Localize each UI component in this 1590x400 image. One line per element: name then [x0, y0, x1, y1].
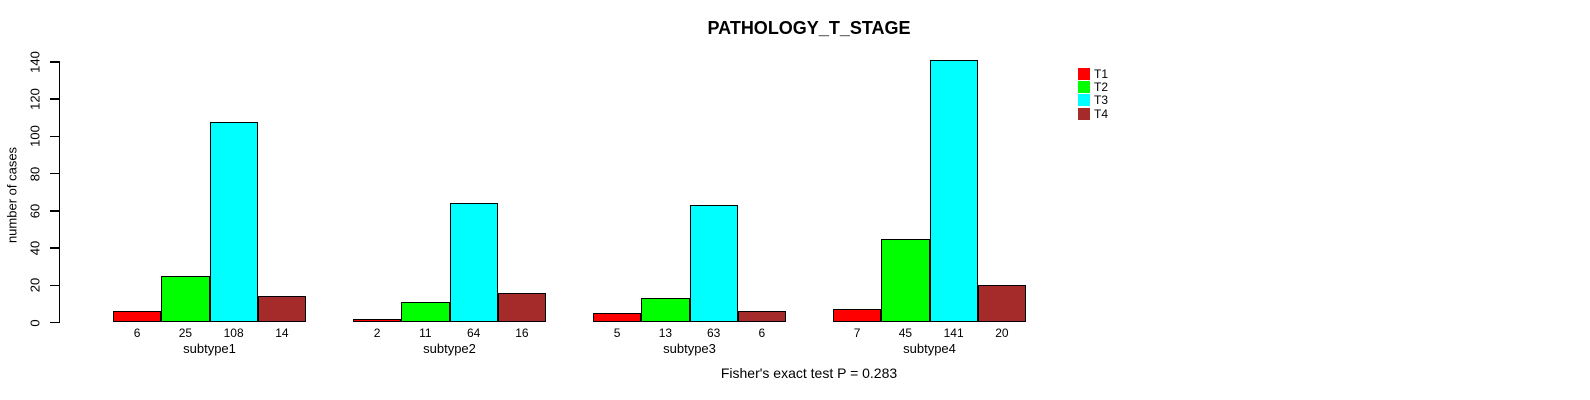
- y-tick: [50, 210, 60, 212]
- legend-item-T4: T4: [1078, 107, 1108, 120]
- bar-value-label: 141: [943, 326, 964, 340]
- bar-value-label: 14: [275, 326, 289, 340]
- bar-subtype2-T2: [401, 302, 450, 323]
- bar-subtype3-T2: [641, 298, 690, 323]
- bar-value-label: 63: [706, 326, 721, 340]
- bar-value-label: 20: [995, 326, 1009, 340]
- bar-subtype1-T4: [257, 296, 306, 323]
- legend-swatch: [1078, 80, 1090, 93]
- y-tick-label: 100: [27, 125, 43, 148]
- bar-value-label: 45: [898, 326, 913, 340]
- bar-subtype1-T1: [113, 311, 162, 323]
- x-category-label: subtype4: [903, 341, 956, 356]
- y-tick-label: 120: [27, 88, 43, 111]
- bar-subtype3-T4: [737, 311, 786, 323]
- legend-swatch: [1078, 67, 1090, 80]
- bar-subtype2-T4: [497, 292, 546, 323]
- legend-swatch: [1078, 107, 1090, 120]
- legend-label: T2: [1094, 79, 1109, 94]
- bar-subtype3-T3: [689, 205, 738, 323]
- legend-item-T3: T3: [1078, 94, 1108, 107]
- chart-title: PATHOLOGY_T_STAGE: [707, 18, 911, 38]
- y-tick-label: 20: [27, 278, 43, 293]
- y-tick-label: 0: [27, 318, 43, 327]
- bar-subtype4-T1: [833, 309, 882, 323]
- bar-value-label: 11: [419, 326, 432, 340]
- bar-value-label: 25: [178, 326, 193, 340]
- footer-annotation: Fisher's exact test P = 0.283: [720, 365, 898, 381]
- bar-value-label: 2: [373, 326, 381, 340]
- legend-label: T4: [1094, 106, 1109, 121]
- legend-label: T1: [1094, 66, 1109, 81]
- y-tick-label: 40: [27, 240, 43, 256]
- bar-value-label: 108: [223, 326, 244, 340]
- y-axis-label: number of cases: [4, 146, 20, 244]
- legend-swatch: [1078, 94, 1090, 107]
- y-tick-label: 80: [27, 166, 43, 181]
- legend-item-T1: T1: [1078, 67, 1108, 80]
- legend-item-T2: T2: [1078, 80, 1108, 93]
- y-tick-label: 60: [27, 203, 43, 219]
- bar-subtype2-T3: [449, 203, 498, 323]
- bar-subtype2-T1: [353, 318, 402, 323]
- bar-subtype4-T2: [881, 238, 930, 323]
- bar-value-label: 6: [133, 326, 141, 340]
- legend: T1 T2 T3 T4: [1078, 67, 1108, 120]
- bar-value-label: 7: [853, 326, 861, 340]
- bar-subtype1-T2: [161, 275, 210, 323]
- y-tick: [50, 321, 60, 324]
- y-axis-line: [58, 61, 60, 323]
- legend-label: T3: [1094, 93, 1109, 108]
- x-category-label: subtype3: [663, 341, 716, 356]
- bar-value-label: 64: [466, 326, 481, 340]
- bar-subtype1-T3: [209, 121, 258, 323]
- y-tick: [50, 247, 60, 249]
- bar-value-label: 6: [758, 326, 766, 340]
- y-tick: [50, 284, 60, 287]
- bar-subtype4-T3: [929, 60, 978, 323]
- bar-value-label: 16: [515, 326, 529, 340]
- x-category-label: subtype1: [183, 341, 236, 356]
- y-tick: [50, 61, 60, 63]
- bar-subtype3-T1: [593, 313, 642, 323]
- bar-value-label: 13: [658, 326, 673, 340]
- y-tick: [50, 172, 60, 175]
- bar-subtype4-T4: [977, 285, 1026, 323]
- y-tick-label: 140: [27, 51, 43, 73]
- bar-value-label: 5: [613, 326, 621, 340]
- x-category-label: subtype2: [423, 341, 476, 356]
- y-tick: [50, 98, 60, 100]
- y-tick: [50, 135, 60, 138]
